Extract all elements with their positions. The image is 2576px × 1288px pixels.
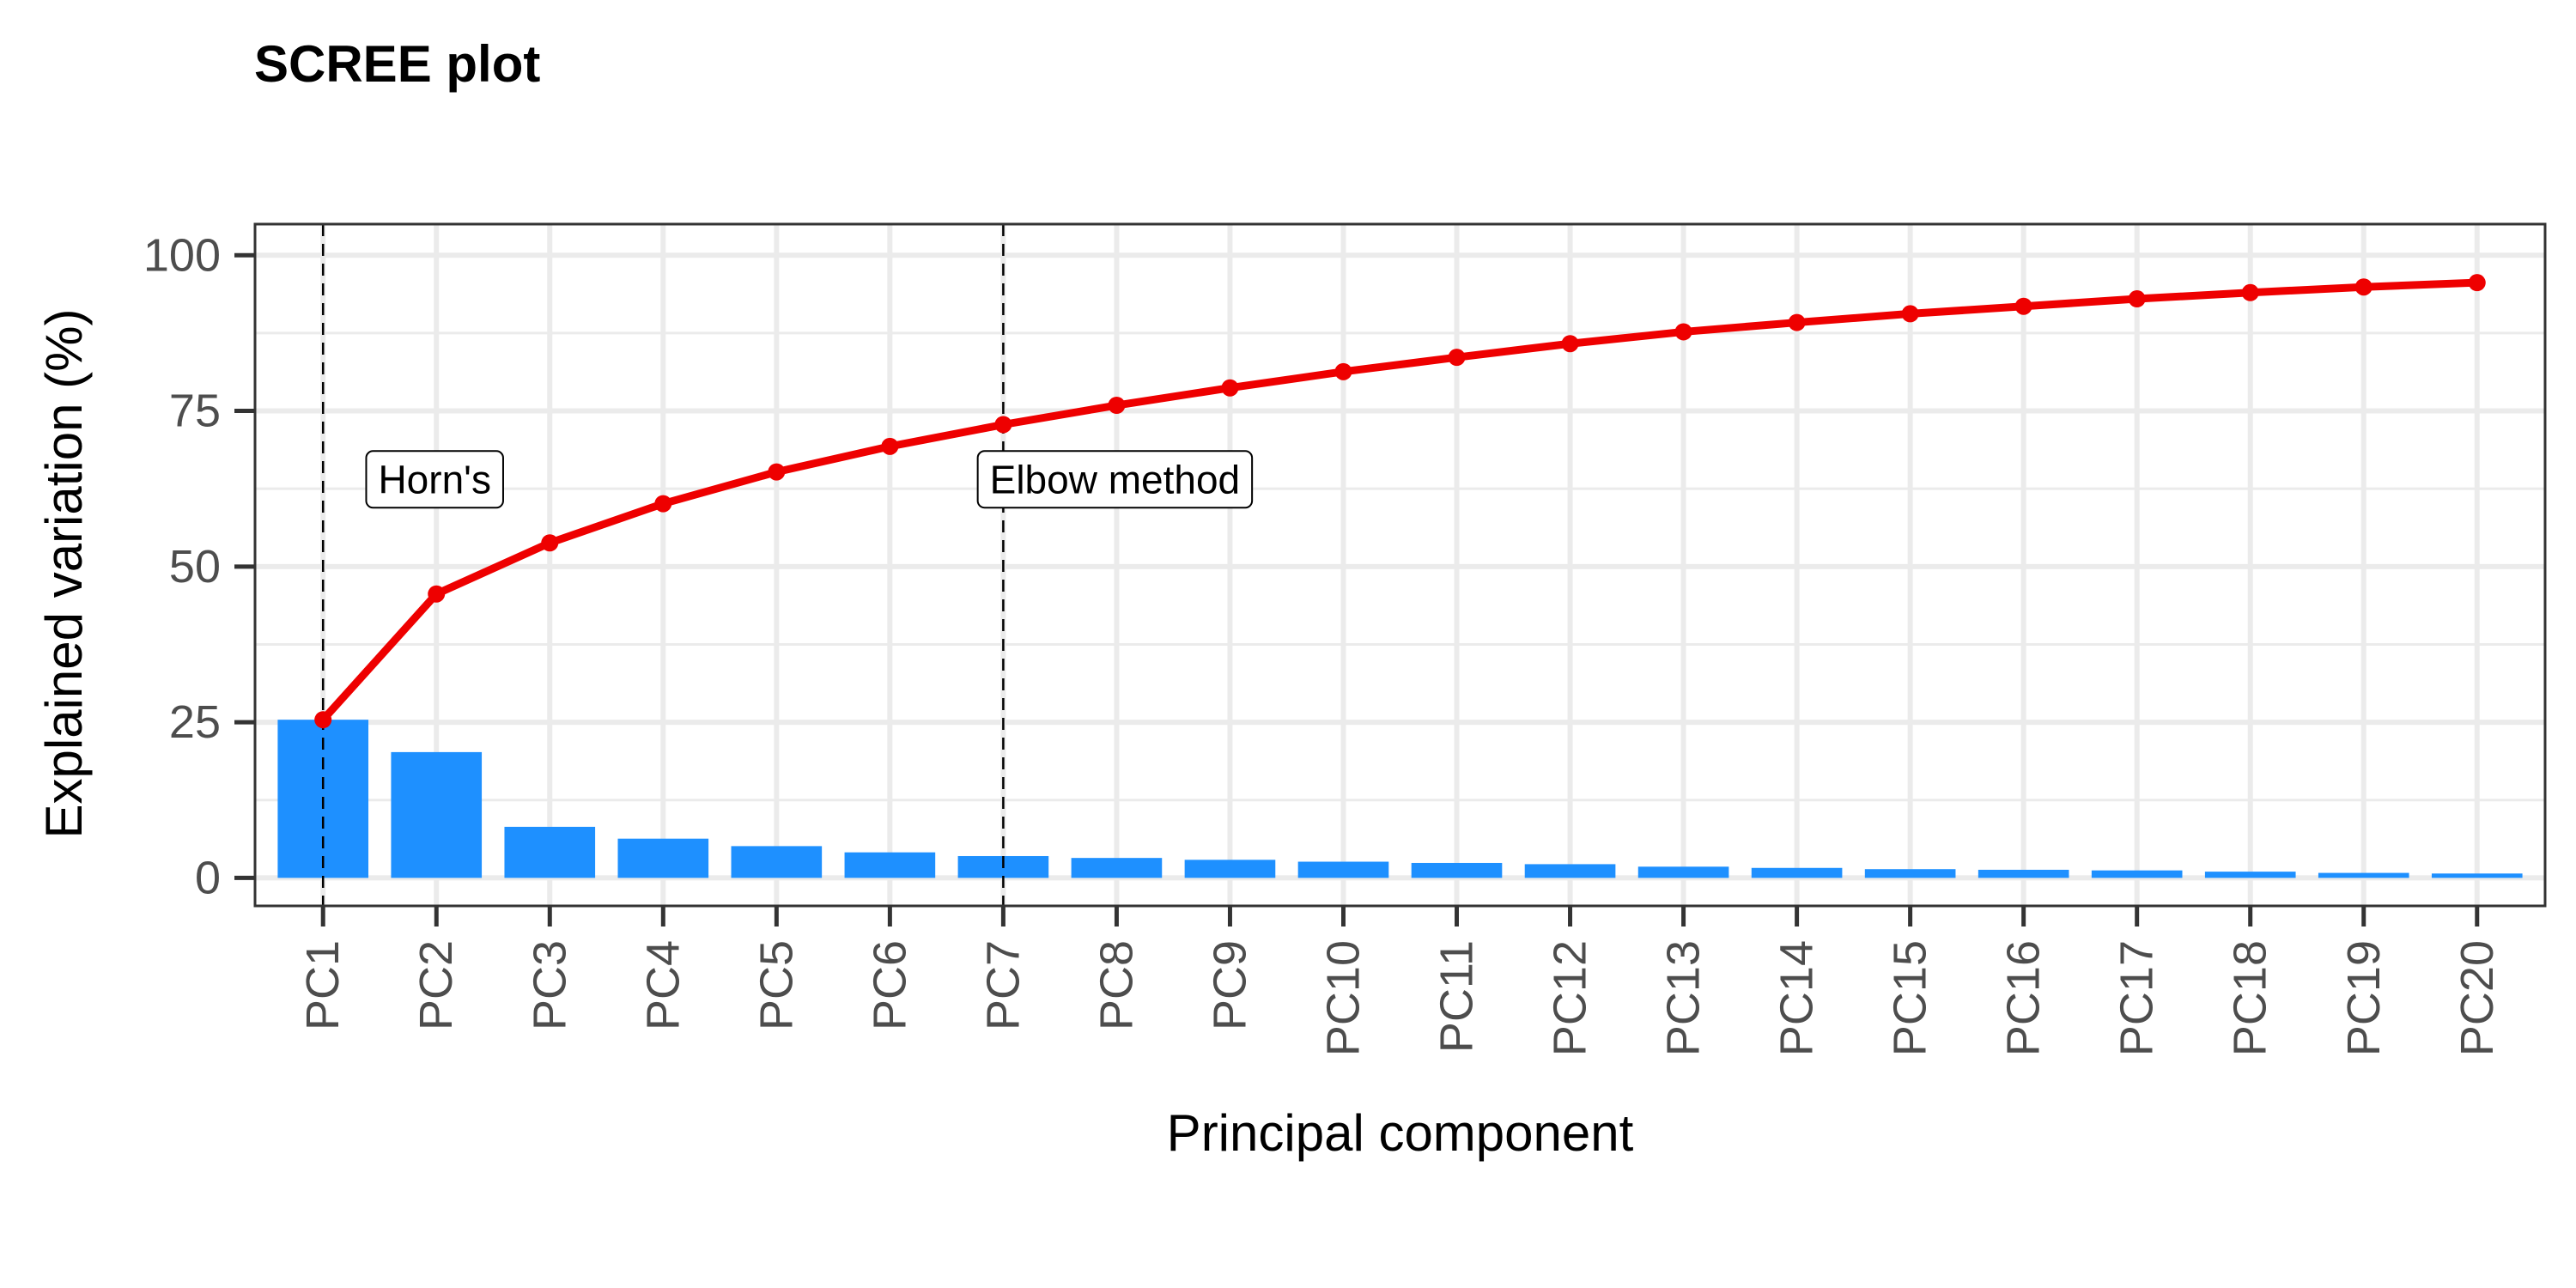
x-axis: PC1 PC2 PC3 PC4 PC5 PC6 PC7 PC8 PC9 PC10 PC11 PC12 P… xyxy=(297,906,2503,1056)
x-tick-label: PC9 xyxy=(1204,940,1255,1030)
x-tick-label: PC19 xyxy=(2338,940,2390,1056)
line-point-PC20 xyxy=(2468,274,2486,292)
line-point-PC4 xyxy=(654,495,672,513)
line-point-PC6 xyxy=(881,437,899,455)
x-tick-label: PC17 xyxy=(2111,940,2163,1056)
y-axis: 0 25 50 75 100 xyxy=(143,229,255,903)
y-tick-label: 75 xyxy=(169,386,221,437)
annotation-labels: Horn's Elbow method xyxy=(365,450,1254,509)
annotation-label: Elbow method xyxy=(990,457,1241,501)
x-tick-label: PC2 xyxy=(410,940,462,1030)
y-tick-label: 25 xyxy=(169,696,221,748)
x-tick-label: PC10 xyxy=(1317,940,1369,1056)
bar-PC20 xyxy=(2431,873,2523,878)
bar-PC12 xyxy=(1524,864,1616,878)
line-point-PC9 xyxy=(1221,379,1239,397)
x-tick-label: PC15 xyxy=(1885,940,1936,1056)
line-point-PC10 xyxy=(1334,362,1352,380)
line-point-PC7 xyxy=(994,416,1012,434)
y-tick-label: 0 xyxy=(195,852,221,903)
line-point-PC13 xyxy=(1674,323,1692,341)
y-tick-label: 100 xyxy=(143,229,221,281)
x-axis-title: Principal component xyxy=(1167,1104,1634,1162)
chart-title: SCREE plot xyxy=(254,35,540,93)
bar-PC18 xyxy=(2204,872,2296,878)
bar-PC11 xyxy=(1411,862,1503,878)
line-point-PC12 xyxy=(1561,335,1579,353)
annotation-PC7: Elbow method xyxy=(976,450,1254,509)
line-point-PC2 xyxy=(428,585,446,603)
cumulative-line-series xyxy=(314,274,2486,729)
bar-PC9 xyxy=(1184,860,1276,878)
x-tick-label: PC14 xyxy=(1771,940,1823,1056)
bar-PC6 xyxy=(844,852,936,878)
line-point-PC19 xyxy=(2354,278,2372,296)
x-tick-label: PC16 xyxy=(1998,940,2050,1056)
y-tick-label: 50 xyxy=(169,541,221,592)
annotation-box xyxy=(365,450,504,509)
line-point-PC3 xyxy=(541,534,559,552)
x-tick-label: PC4 xyxy=(637,940,689,1030)
x-tick-label: PC3 xyxy=(524,940,575,1030)
line-point-PC5 xyxy=(768,463,786,481)
grid-lines xyxy=(255,224,2545,906)
x-tick-label: PC13 xyxy=(1658,940,1710,1056)
cumulative-line xyxy=(319,278,2477,723)
bar-PC17 xyxy=(2091,870,2183,878)
bar-PC19 xyxy=(2318,872,2409,878)
line-point-PC17 xyxy=(2128,290,2146,308)
bar-PC3 xyxy=(504,826,596,878)
x-tick-label: PC8 xyxy=(1091,940,1142,1030)
annotation-lines xyxy=(321,224,1005,906)
bar-PC8 xyxy=(1071,858,1163,878)
y-axis-title: Explained variation (%) xyxy=(35,309,93,839)
x-tick-label: PC7 xyxy=(977,940,1029,1030)
x-tick-label: PC18 xyxy=(2225,940,2276,1056)
annotation-box xyxy=(976,450,1254,509)
x-tick-label: PC1 xyxy=(297,940,349,1030)
bar-PC13 xyxy=(1637,866,1729,878)
line-point-PC15 xyxy=(1901,305,1919,323)
x-tick-label: PC20 xyxy=(2451,940,2503,1056)
bar-PC15 xyxy=(1864,869,1956,878)
bar-PC14 xyxy=(1751,867,1843,878)
annotation-PC1: Horn's xyxy=(365,450,504,509)
bar-PC4 xyxy=(617,838,709,878)
line-point-PC14 xyxy=(1788,313,1806,331)
line-point-PC11 xyxy=(1448,349,1466,367)
bar-PC2 xyxy=(391,751,483,878)
x-tick-label: PC11 xyxy=(1431,940,1483,1053)
annotation-label: Horn's xyxy=(378,457,491,501)
x-tick-label: PC12 xyxy=(1545,940,1596,1056)
x-tick-label: PC5 xyxy=(750,940,802,1030)
bar-PC10 xyxy=(1297,861,1389,878)
line-point-PC1 xyxy=(314,711,332,729)
x-tick-label: PC6 xyxy=(864,940,915,1030)
bar-PC5 xyxy=(731,846,823,878)
bar-PC16 xyxy=(1978,869,2069,878)
line-point-PC16 xyxy=(2014,297,2032,315)
line-point-PC18 xyxy=(2241,283,2259,301)
line-point-PC8 xyxy=(1108,397,1126,415)
